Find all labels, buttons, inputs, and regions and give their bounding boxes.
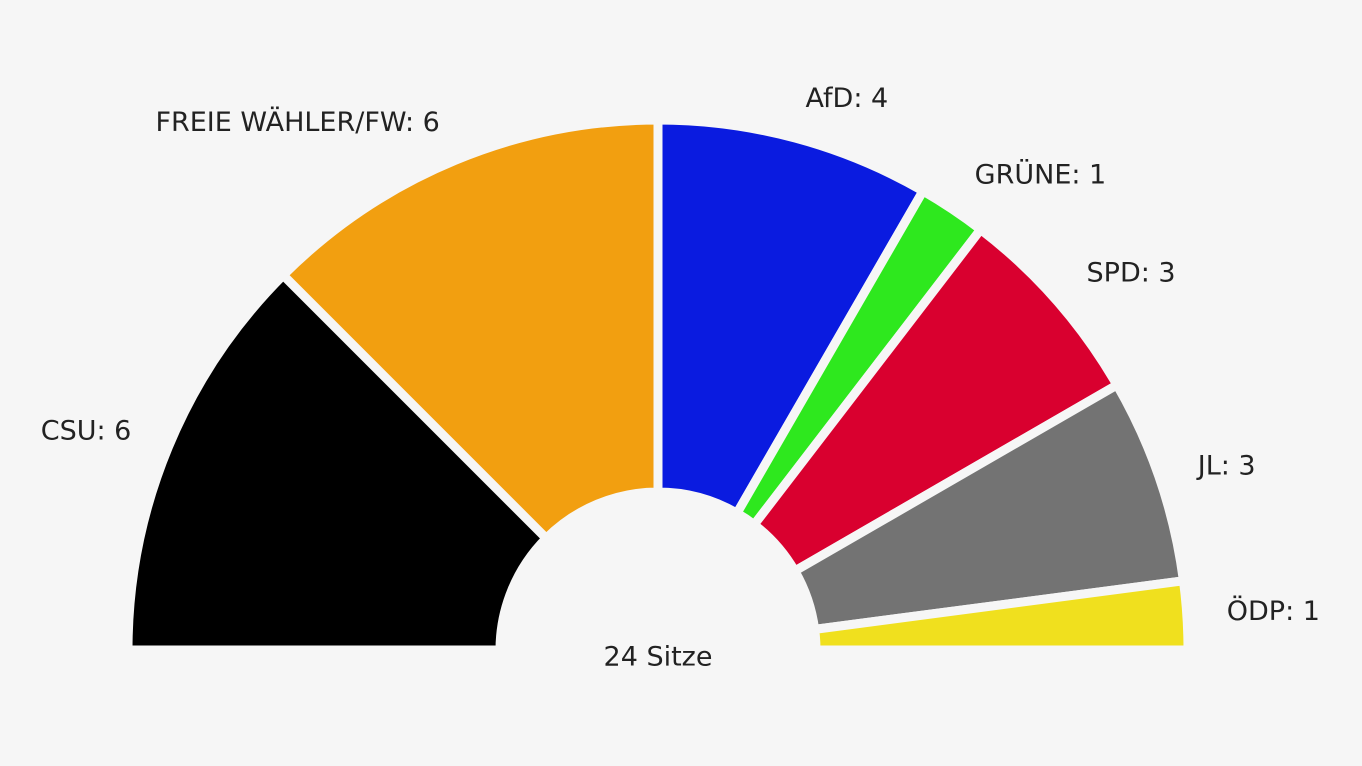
segment-label: CSU: 6 [41,415,132,446]
segment-label: JL: 3 [1196,450,1256,481]
segment-label: SPD: 3 [1087,258,1176,289]
segment-label: ÖDP: 1 [1227,595,1320,627]
seat-segment [123,268,553,655]
segment-label: FREIE WÄHLER/FW: 6 [155,106,439,138]
segment-label: GRÜNE: 1 [975,159,1107,191]
seat-segment [788,378,1189,635]
segment-label: AfD: 4 [806,83,889,114]
seat-segment [747,223,1124,578]
center-label: 24 Sitze [604,642,713,673]
seat-segment [653,115,930,520]
seat-segment [809,575,1193,655]
seat-segment [276,115,663,545]
